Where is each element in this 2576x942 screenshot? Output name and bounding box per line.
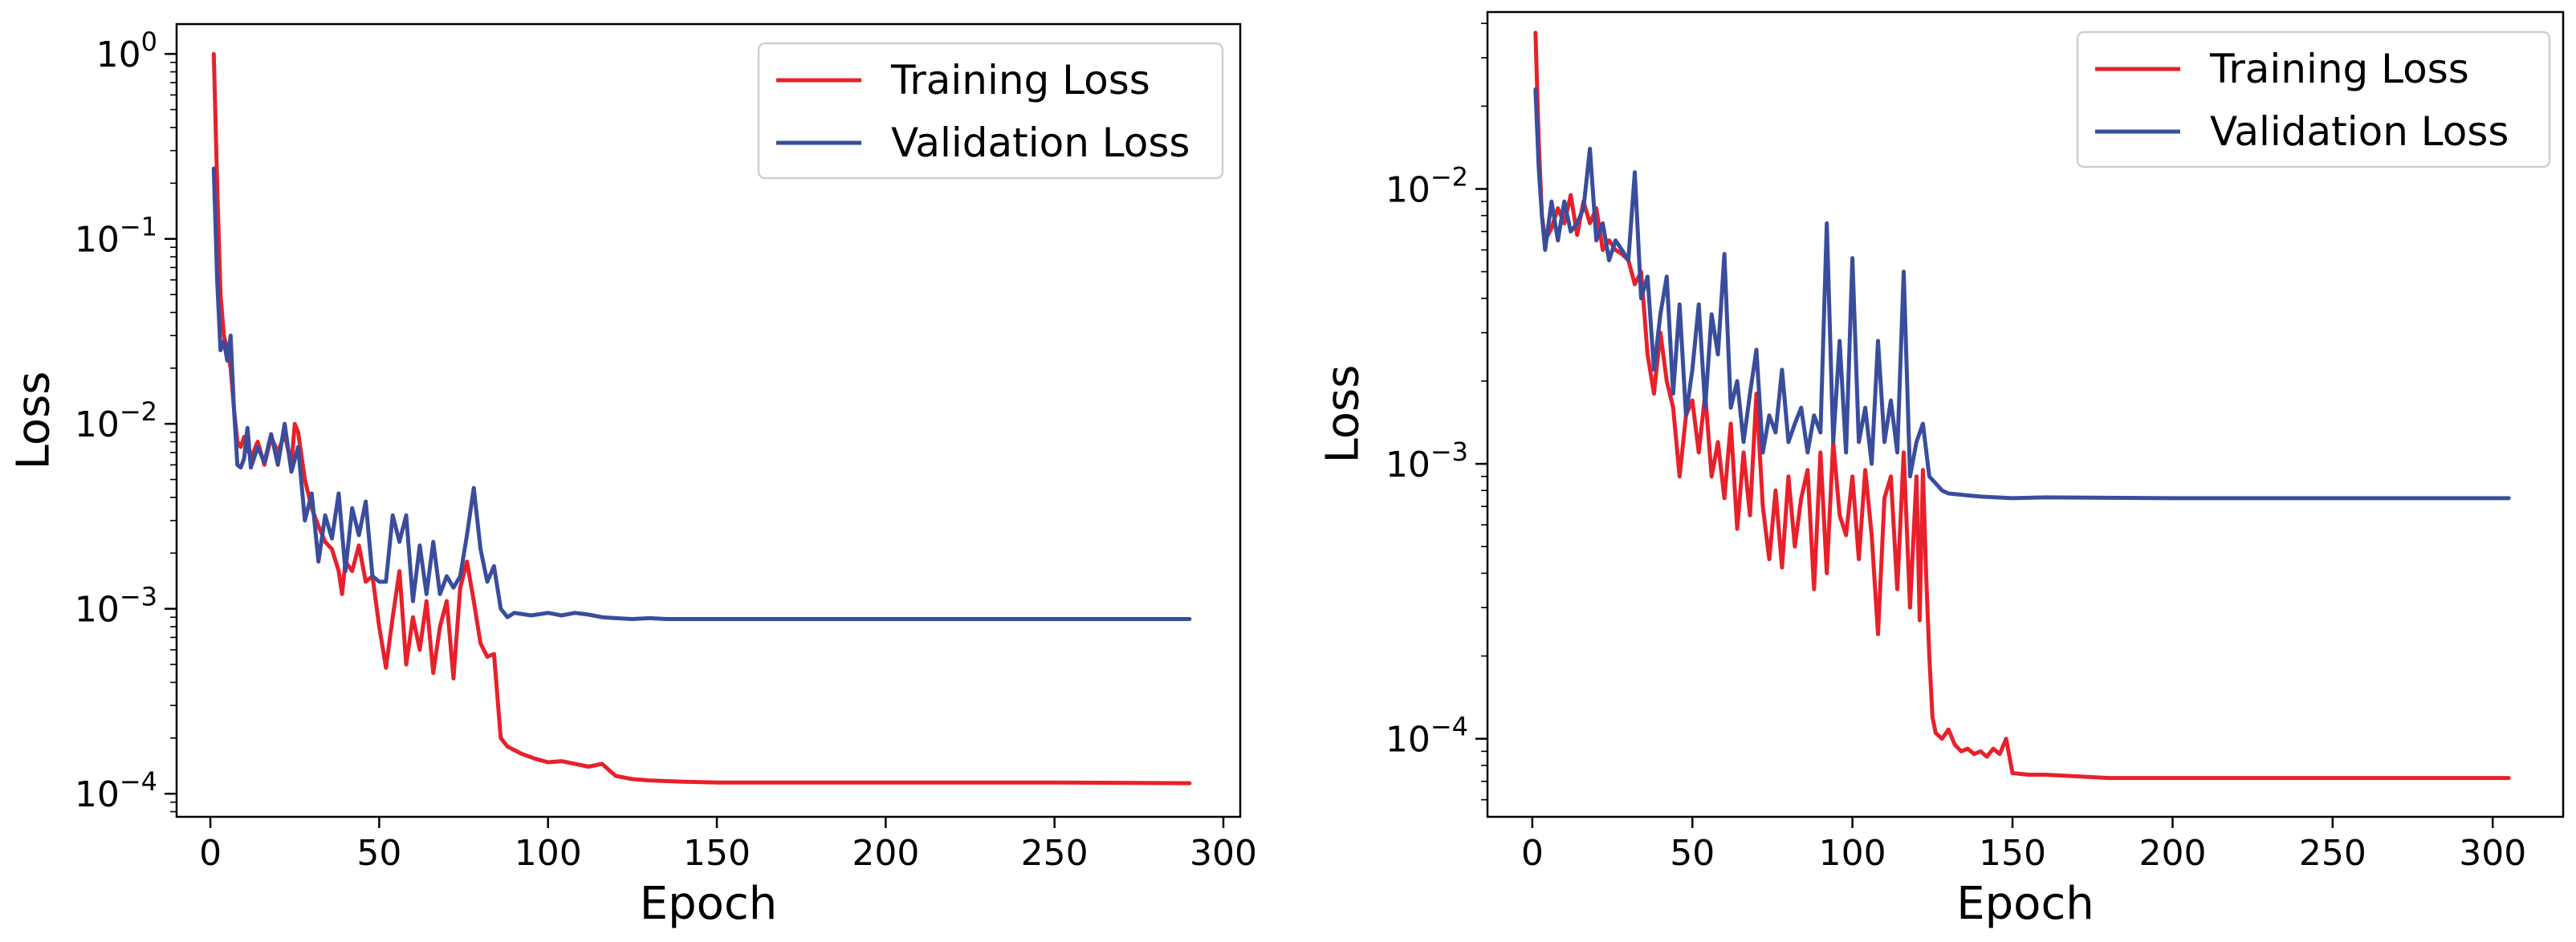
y-tick-label: 10−4 xyxy=(1386,712,1468,761)
series-line-training-loss xyxy=(211,51,1192,786)
plot-area-frame xyxy=(175,22,1242,818)
x-tick-label: 200 xyxy=(852,833,919,874)
x-tick-label: 250 xyxy=(1021,833,1089,874)
y-tick-label: 10−4 xyxy=(75,766,157,815)
y-tick-label: 10−3 xyxy=(1386,436,1468,485)
left-loss-chart: 0 50 100 150 200 250 30010−410−310−210−1100Epo… xyxy=(8,22,1257,930)
y-axis-label: Loss xyxy=(1317,365,1369,464)
y-tick-label: 10−1 xyxy=(75,212,157,261)
y-tick-base: 10 xyxy=(96,35,141,75)
y-axis-label: Loss xyxy=(8,372,60,470)
right-loss-chart: 0 50 100 150 200 250 30010−410−310−2EpochLossT… xyxy=(1317,10,2565,930)
x-tick-label: 0 xyxy=(1521,833,1544,874)
x-tick-label: 300 xyxy=(2459,833,2526,874)
x-tick-label: 250 xyxy=(2299,833,2366,874)
plot-area-frame xyxy=(1486,10,2565,818)
y-tick-exponent: −4 xyxy=(120,766,157,797)
legend-label: Validation Loss xyxy=(2210,108,2509,155)
y-tick-label: 10−3 xyxy=(75,582,157,631)
y-tick-base: 10 xyxy=(75,220,120,261)
y-tick-exponent: −4 xyxy=(1430,712,1468,742)
y-tick-exponent: −2 xyxy=(1430,161,1468,192)
series-line-training-loss xyxy=(1533,30,2511,781)
y-tick-label: 100 xyxy=(96,26,157,75)
x-tick-label: 200 xyxy=(2139,833,2206,874)
x-axis-label: Epoch xyxy=(1956,878,2094,930)
x-tick-label: 50 xyxy=(356,833,401,874)
legend-box xyxy=(2076,30,2551,169)
x-axis-label: Epoch xyxy=(640,878,777,930)
x-tick-label: 150 xyxy=(683,833,751,874)
y-tick-base: 10 xyxy=(75,774,120,815)
x-tick-label: 0 xyxy=(199,833,222,874)
y-tick-exponent: −3 xyxy=(120,582,157,612)
legend: Training Loss Validation Loss xyxy=(757,42,1224,180)
y-tick-exponent: −3 xyxy=(1430,436,1468,467)
x-tick-label: 300 xyxy=(1190,833,1257,874)
legend: Training Loss Validation Loss xyxy=(2076,30,2551,169)
series-line-validation-loss xyxy=(211,166,1192,621)
legend-label: Validation Loss xyxy=(891,120,1190,166)
x-tick-label: 100 xyxy=(515,833,582,874)
y-tick-exponent: −2 xyxy=(120,396,157,427)
x-tick-label: 100 xyxy=(1819,833,1886,874)
legend-box xyxy=(757,42,1224,180)
y-tick-exponent: −1 xyxy=(120,212,157,242)
y-tick-label: 10−2 xyxy=(1386,161,1468,210)
series-line-validation-loss xyxy=(1533,87,2511,501)
y-tick-base: 10 xyxy=(75,590,120,631)
x-tick-label: 50 xyxy=(1670,833,1715,874)
legend-label: Training Loss xyxy=(2209,46,2469,92)
y-tick-base: 10 xyxy=(75,404,120,445)
y-tick-label: 10−2 xyxy=(75,396,157,445)
legend-label: Training Loss xyxy=(890,57,1150,104)
x-tick-label: 150 xyxy=(1979,833,2046,874)
y-tick-base: 10 xyxy=(1386,720,1430,761)
y-tick-base: 10 xyxy=(1386,445,1430,485)
y-tick-exponent: 0 xyxy=(141,26,157,57)
y-tick-base: 10 xyxy=(1386,169,1430,210)
